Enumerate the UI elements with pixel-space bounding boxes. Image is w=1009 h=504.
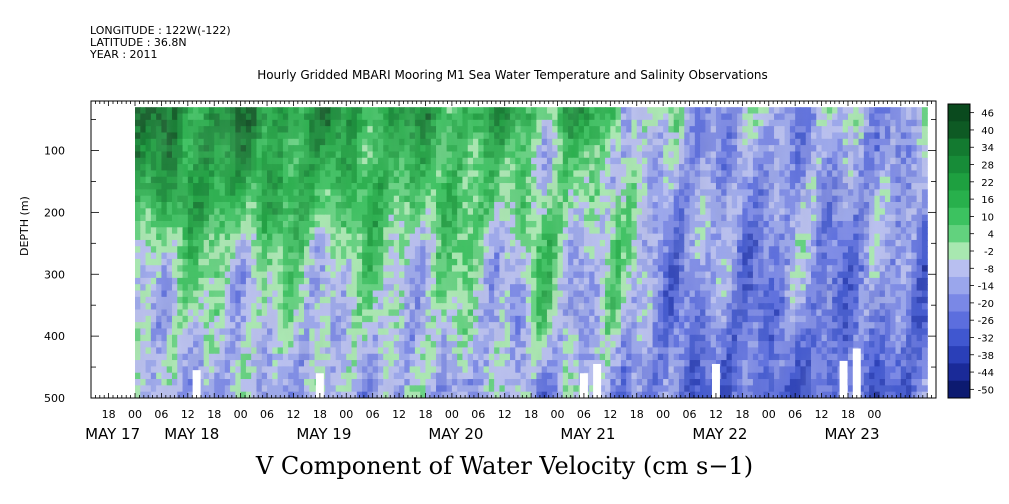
- longitude-label: LONGITUDE : 122W(-122): [90, 24, 231, 37]
- latitude-label: LATITUDE : 36.8N: [90, 36, 187, 49]
- variable-title: V Component of Water Velocity (cm s−1): [255, 452, 754, 480]
- year-label: YEAR : 2011: [90, 48, 158, 61]
- chart-title: Hourly Gridded MBARI Mooring M1 Sea Wate…: [257, 68, 768, 82]
- plot-area: [135, 107, 928, 398]
